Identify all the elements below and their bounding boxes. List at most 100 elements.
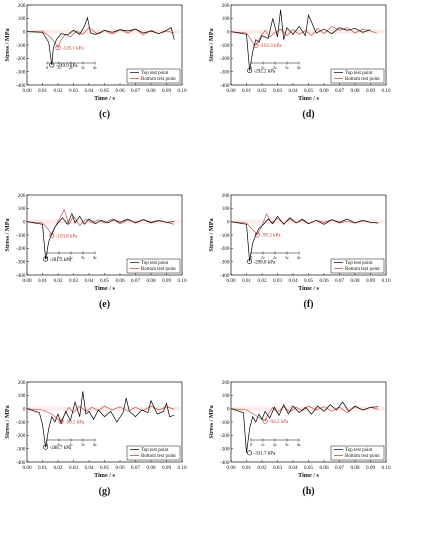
x-tick-label: 0.09 — [162, 278, 171, 284]
x-axis-label: Time / s — [94, 285, 115, 292]
scale-bar-label: 0 — [46, 255, 49, 260]
y-tick-label: -300 — [220, 446, 230, 452]
x-tick-label: 0.02 — [53, 278, 62, 284]
scale-bar-label: 2c — [273, 65, 277, 70]
peak-annotation: -331.7 kPa — [254, 452, 276, 457]
bottom-test-point-line — [230, 212, 379, 236]
legend-entry: Bottom test point — [141, 267, 176, 272]
bottom-series-band — [28, 29, 181, 34]
peak-annotation: -120.1 kPa — [62, 46, 84, 51]
x-tick-label: 0.04 — [288, 465, 297, 471]
y-tick-label: 0 — [23, 29, 26, 35]
x-tick-label: 0.00 — [226, 465, 235, 471]
x-tick-label: 0.07 — [335, 278, 344, 284]
scale-bar-label: 2c — [69, 442, 73, 447]
x-tick-label: 0.10 — [381, 465, 390, 471]
x-axis-label: Time / s — [298, 285, 319, 292]
x-tick-label: 0.05 — [100, 278, 109, 284]
x-tick-label: 0.10 — [177, 88, 186, 94]
x-tick-label: 0.01 — [242, 465, 251, 471]
legend-box — [330, 445, 385, 461]
x-axis-label: Time / s — [94, 95, 115, 102]
x-tick-label: 0.07 — [335, 465, 344, 471]
x-tick-label: 0.10 — [381, 278, 390, 284]
chart-panel: -400 -300 -200 -100 0 100 200 0.00 0.01 0.02 0.03 0… — [4, 3, 187, 120]
peak-annotation: -288.7 kPa — [50, 446, 72, 451]
x-tick-label: 0.00 — [226, 88, 235, 94]
panel-label: (h) — [302, 486, 314, 497]
y-tick-label: 100 — [18, 206, 26, 212]
top-test-point-line — [26, 391, 175, 448]
scale-bar-label: 1c — [261, 442, 265, 447]
scale-bar-label: 1c — [57, 255, 61, 260]
peak-marker — [254, 232, 260, 238]
x-tick-label: 0.08 — [350, 88, 359, 94]
chart-panel: -400 -300 -200 -100 0 100 200 0.00 0.01 0.02 0.03 0… — [208, 193, 391, 310]
y-tick-label: -100 — [220, 43, 230, 49]
x-tick-label: 0.01 — [38, 465, 47, 471]
x-tick-label: 0.09 — [366, 88, 375, 94]
scale-bar-label: 2c — [273, 255, 277, 260]
y-tick-label: 100 — [222, 206, 230, 212]
x-tick-label: 0.00 — [22, 278, 31, 284]
scale-bar-label: 1c — [57, 65, 61, 70]
scale-bar-label: 2c — [273, 442, 277, 447]
peak-annotation: -249.9 kPa — [56, 64, 78, 69]
scale-bar-label: 0 — [46, 65, 49, 70]
y-tick-label: -400 — [220, 460, 230, 466]
bottom-series-band — [232, 219, 385, 224]
peak-marker — [253, 42, 259, 48]
y-tick-label: -100 — [220, 233, 230, 239]
y-tick-label: -200 — [220, 433, 230, 439]
bottom-series-band — [28, 406, 181, 411]
x-tick-label: 0.03 — [273, 465, 282, 471]
legend-entry: Bottom test point — [345, 454, 380, 459]
legend-entry: Top test point — [141, 261, 169, 266]
y-tick-label: 100 — [18, 393, 26, 399]
top-test-point-line — [26, 16, 175, 66]
legend-entry: Bottom test point — [345, 77, 380, 82]
x-tick-label: 0.06 — [115, 278, 124, 284]
scale-bar-label: 0 — [46, 442, 49, 447]
top-test-point-line — [26, 212, 175, 260]
y-axis-label: Stress / MPa — [208, 405, 215, 438]
x-tick-label: 0.01 — [242, 88, 251, 94]
chart-panel: -400 -300 -200 -100 0 100 200 0.00 0.01 0.02 0.03 0… — [4, 380, 187, 497]
peak-marker — [49, 233, 55, 239]
chart-panel: -400 -300 -200 -100 0 100 200 0.00 0.01 0.02 0.03 0… — [4, 193, 187, 310]
peak-annotation: -292.2 kPa — [254, 69, 276, 74]
x-tick-label: 0.07 — [131, 88, 140, 94]
x-tick-label: 0.09 — [366, 278, 375, 284]
legend-entry: Top test point — [345, 448, 373, 453]
y-tick-label: 0 — [23, 219, 26, 225]
x-tick-label: 0.02 — [257, 88, 266, 94]
y-tick-label: -200 — [16, 433, 26, 439]
y-tick-label: -200 — [16, 246, 26, 252]
scale-bar-label: 1c — [57, 442, 61, 447]
x-tick-label: 0.00 — [226, 278, 235, 284]
x-tick-label: 0.04 — [84, 278, 93, 284]
bottom-series-band — [232, 29, 385, 34]
panel-label: (c) — [99, 109, 110, 120]
top-test-point-line — [230, 215, 379, 262]
legend-entry: Top test point — [345, 71, 373, 76]
y-tick-label: 100 — [222, 393, 230, 399]
chart-panel: -400 -300 -200 -100 0 100 200 0.00 0.01 0.02 0.03 0… — [208, 380, 391, 497]
legend-entry: Top test point — [141, 448, 169, 453]
peak-annotation: -103.3 kPa — [260, 44, 282, 49]
scale-bar-label: 2c — [69, 255, 73, 260]
peak-annotation: -281.3 kPa — [50, 258, 72, 263]
scale-bar-label: 4c — [93, 65, 97, 70]
x-tick-label: 0.04 — [84, 465, 93, 471]
panel-label: (d) — [302, 109, 314, 120]
peak-marker — [43, 256, 49, 262]
peak-marker — [247, 68, 253, 74]
y-tick-label: -100 — [16, 420, 26, 426]
x-tick-label: 0.03 — [69, 465, 78, 471]
y-axis-label: Stress / MPa — [208, 28, 215, 61]
x-tick-label: 0.08 — [146, 278, 155, 284]
peak-marker — [58, 419, 64, 425]
legend-box — [330, 68, 385, 84]
y-axis-label: Stress / MPa — [208, 218, 215, 251]
x-tick-label: 0.02 — [257, 278, 266, 284]
